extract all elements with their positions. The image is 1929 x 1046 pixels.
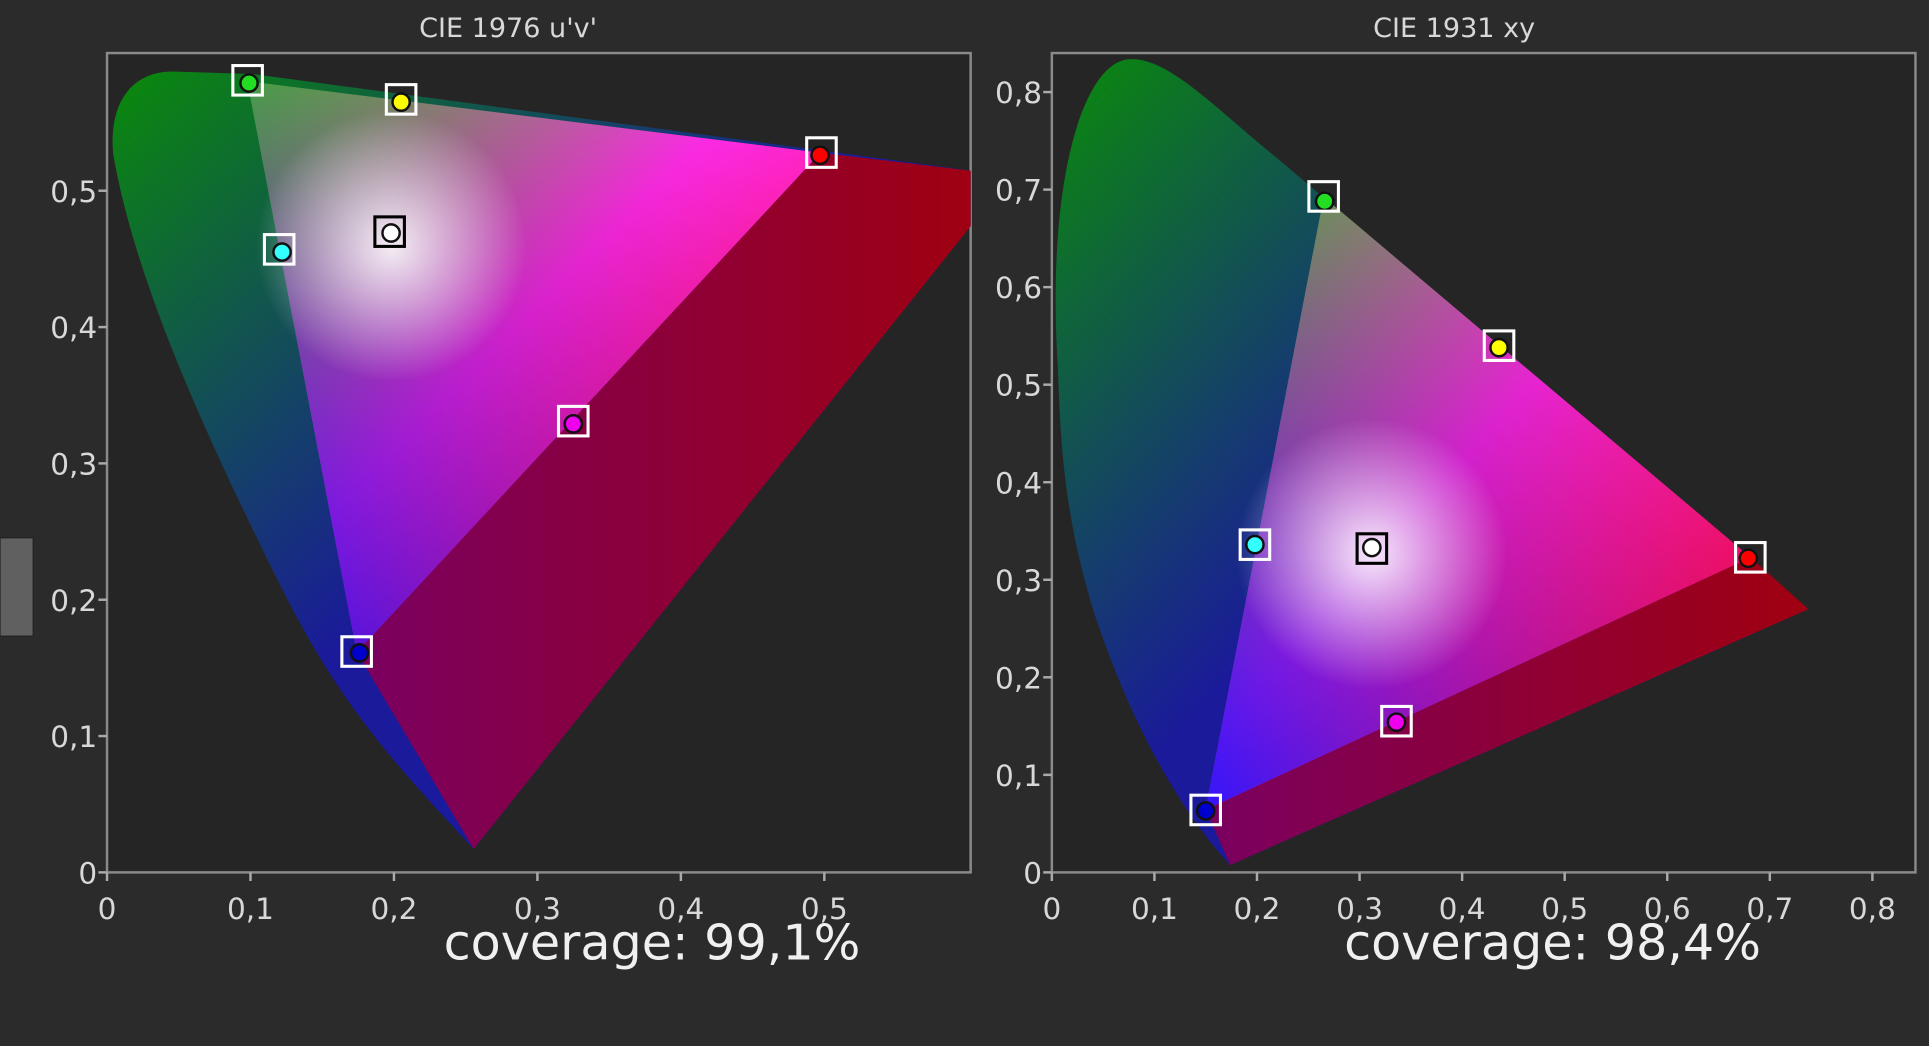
target-square bbox=[1482, 329, 1516, 362]
side-tab bbox=[0, 537, 34, 637]
measured-point bbox=[1314, 191, 1335, 212]
measured-point bbox=[1738, 548, 1759, 569]
y-tick-label: 0,5 bbox=[995, 369, 1042, 403]
x-tick-label: 0,5 bbox=[801, 892, 848, 926]
y-tick-label: 0,2 bbox=[995, 661, 1042, 695]
measured-point bbox=[272, 242, 292, 262]
x-tick-label: 0,3 bbox=[1336, 892, 1383, 926]
target-square bbox=[1189, 793, 1222, 827]
x-tick-label: 0,3 bbox=[514, 892, 561, 926]
y-tick-label: 0,5 bbox=[50, 175, 97, 209]
x-tick-label: 0,1 bbox=[227, 892, 274, 926]
y-tick-label: 0,2 bbox=[50, 584, 97, 618]
measured-point bbox=[1195, 801, 1216, 821]
locus bbox=[1055, 59, 1809, 866]
measured-point bbox=[391, 92, 411, 112]
y-tick-label: 0,3 bbox=[995, 564, 1042, 598]
y-tick-label: 0,1 bbox=[995, 759, 1042, 793]
x-tick-label: 0 bbox=[1042, 892, 1061, 926]
target-square bbox=[1238, 528, 1272, 561]
target-square bbox=[1380, 704, 1413, 738]
measured-point bbox=[1489, 337, 1509, 358]
y-tick-label: 0,8 bbox=[995, 76, 1042, 110]
y-tick-label: 0,4 bbox=[50, 311, 97, 345]
target-square bbox=[384, 83, 418, 116]
x-tick-label: 0,2 bbox=[1234, 892, 1281, 926]
target-square bbox=[1307, 180, 1340, 213]
x-tick-label: 0 bbox=[98, 892, 117, 926]
chart-title: CIE 1931 xy bbox=[1373, 13, 1535, 44]
y-tick-label: 0,7 bbox=[995, 174, 1042, 208]
y-tick-label: 0,1 bbox=[50, 720, 97, 754]
x-tick-label: 0,4 bbox=[657, 892, 704, 926]
target-square bbox=[1355, 532, 1389, 565]
annotation: coverage: 99,1% bbox=[444, 914, 861, 972]
y-tick-label: 0 bbox=[1023, 856, 1042, 890]
target-square bbox=[373, 215, 406, 248]
x-tick-label: 0,4 bbox=[1439, 892, 1486, 926]
target-square bbox=[556, 404, 590, 438]
measured-point bbox=[1362, 537, 1382, 558]
measured-point bbox=[563, 414, 584, 434]
y-tick-label: 0,4 bbox=[995, 466, 1042, 500]
target-square bbox=[805, 136, 838, 169]
target-square bbox=[262, 233, 296, 266]
x-tick-label: 0,7 bbox=[1746, 892, 1793, 926]
x-tick-label: 0,5 bbox=[1541, 892, 1588, 926]
target-square bbox=[340, 635, 373, 668]
x-tick-label: 0,8 bbox=[1849, 892, 1896, 926]
chart-title: CIE 1976 u'v' bbox=[419, 13, 597, 44]
x-tick-label: 0,6 bbox=[1644, 892, 1691, 926]
x-tick-label: 0,1 bbox=[1131, 892, 1178, 926]
measured-point bbox=[1245, 534, 1265, 555]
x-tick-label: 0,2 bbox=[370, 892, 417, 926]
y-tick-label: 0,3 bbox=[50, 447, 97, 481]
target-square bbox=[1734, 541, 1767, 574]
measured-point bbox=[810, 145, 830, 166]
measured-point bbox=[239, 73, 259, 93]
measured-point bbox=[1386, 712, 1407, 733]
annotation: coverage: 98,4% bbox=[1344, 914, 1761, 972]
measured-point bbox=[349, 643, 370, 663]
measured-point bbox=[381, 223, 401, 243]
y-tick-label: 0,6 bbox=[995, 271, 1042, 305]
y-tick-label: 0 bbox=[78, 856, 97, 890]
target-square bbox=[231, 64, 264, 97]
